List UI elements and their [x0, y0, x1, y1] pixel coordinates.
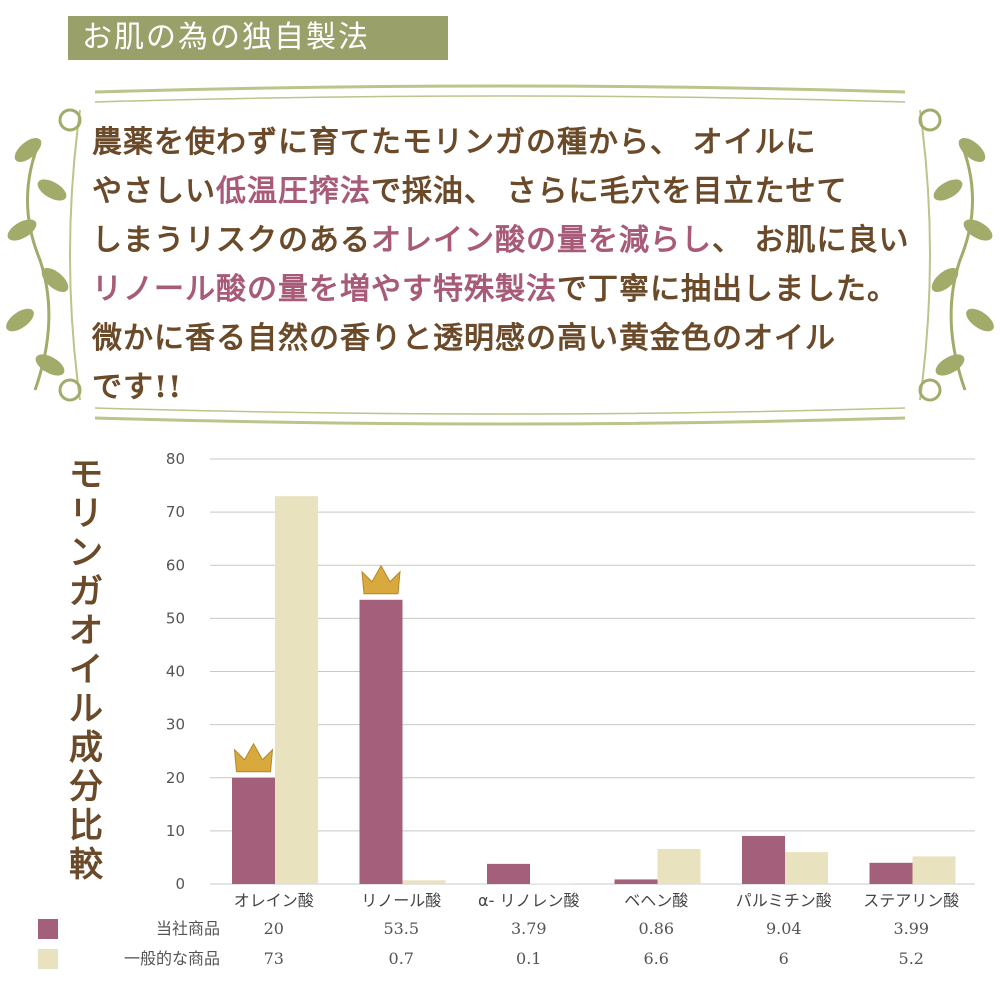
intro-text: やさしい — [92, 174, 216, 209]
x-category-label: ベヘン酸 — [624, 891, 688, 910]
bar-general — [530, 883, 573, 884]
intro-text: で採油、 さらに毛穴を目立たせて — [371, 174, 848, 209]
bar-ours — [742, 835, 785, 884]
bar-general — [912, 856, 956, 884]
bar-ours — [869, 862, 913, 884]
bar-ours — [487, 863, 530, 884]
bar-ours — [232, 777, 275, 884]
intro-text: 、 お肌に良い — [712, 223, 910, 258]
intro-line: リノール酸の量を増やす特殊製法で丁寧に抽出しました。 — [92, 265, 972, 314]
data-value-cell: 5.2 — [898, 949, 924, 968]
legend-swatch-general — [38, 949, 58, 969]
data-value-cell: 20 — [263, 919, 284, 938]
intro-line: やさしい低温圧搾法で採油、 さらに毛穴を目立たせて — [92, 167, 972, 216]
section-header-tag: お肌の為の独自製法 — [68, 16, 448, 60]
crown-icon — [233, 742, 274, 773]
intro-line: 微かに香る自然の香りと透明感の高い黄金色のオイル — [92, 314, 972, 363]
chart-title: モリンガオイル成分比較 — [69, 455, 103, 885]
data-value-cell: 3.99 — [893, 919, 930, 938]
data-value-cell: 3.79 — [510, 919, 547, 938]
data-value-cell: 6 — [778, 949, 789, 968]
y-tick-label: 80 — [166, 450, 185, 468]
x-category-label: リノール酸 — [361, 891, 441, 910]
intro-line: しまうリスクのあるオレイン酸の量を減らし、 お肌に良い — [92, 216, 972, 265]
intro-text: です!! — [92, 370, 183, 405]
left-vine-ornament — [6, 108, 82, 402]
y-tick-label: 30 — [166, 716, 185, 734]
bar-general — [275, 496, 318, 884]
intro-text: 農薬を使わずに育てたモリンガの種から、 オイルに — [92, 125, 817, 160]
data-value-cell: 0.7 — [388, 949, 414, 968]
highlighted-text: オレイン酸の量を減らし — [371, 223, 712, 258]
x-category-label: オレイン酸 — [234, 891, 314, 910]
x-category-label: α- リノレン酸 — [478, 891, 579, 910]
right-vine-ornament — [918, 108, 994, 402]
data-value-cell: 9.04 — [765, 919, 802, 938]
bar-ours — [614, 879, 658, 884]
intro-paragraph: 農薬を使わずに育てたモリンガの種から、 オイルに やさしい低温圧搾法で採油、 さら… — [92, 118, 972, 412]
intro-line: 農薬を使わずに育てたモリンガの種から、 オイルに — [92, 118, 972, 167]
y-tick-label: 10 — [166, 822, 185, 840]
intro-line: です!! — [92, 363, 972, 412]
decorative-frame — [6, 84, 994, 426]
x-category-label: ステアリン酸 — [863, 891, 959, 910]
intro-text: 微かに香る自然の香りと透明感の高い黄金色のオイル — [92, 321, 836, 356]
data-value-cell: 0.1 — [516, 949, 542, 968]
data-value-cell: 53.5 — [383, 919, 420, 938]
y-tick-label: 60 — [166, 556, 185, 574]
crown-icon — [361, 564, 401, 595]
bar-general — [657, 848, 701, 884]
y-tick-label: 0 — [175, 875, 185, 893]
legend-swatch-ours — [38, 919, 58, 939]
legend-label-ours: 当社商品 — [155, 919, 220, 938]
legend-row-ours: 当社商品 20 53.5 3.79 0.86 9.04 3.99 — [30, 916, 990, 942]
x-category-label: パルミチン酸 — [736, 891, 832, 910]
bar-ours — [359, 599, 403, 884]
data-value-cell: 6.6 — [643, 949, 669, 968]
y-tick-label: 70 — [166, 503, 185, 521]
bar-general — [402, 880, 446, 884]
legend-label-general: 一般的な商品 — [123, 949, 220, 968]
bar-general — [785, 852, 828, 884]
legend-row-general: 一般的な商品 73 0.7 0.1 6.6 6 5.2 — [30, 946, 990, 972]
data-value-cell: 73 — [263, 949, 284, 968]
fatty-acid-bar-chart: 0 10 20 30 40 50 60 70 80 オレイン酸 リノール酸 α- リノレン酸 ベヘン酸 パ… — [166, 450, 975, 910]
y-tick-label: 20 — [166, 769, 185, 787]
intro-text: しまうリスクのある — [92, 223, 371, 258]
y-tick-label: 50 — [166, 609, 185, 627]
intro-text: で丁寧に抽出しました。 — [557, 272, 898, 307]
highlighted-text: リノール酸の量を増やす特殊製法 — [92, 272, 557, 307]
y-tick-label: 40 — [166, 663, 185, 681]
highlighted-text: 低温圧搾法 — [216, 174, 371, 209]
data-value-cell: 0.86 — [638, 919, 675, 938]
